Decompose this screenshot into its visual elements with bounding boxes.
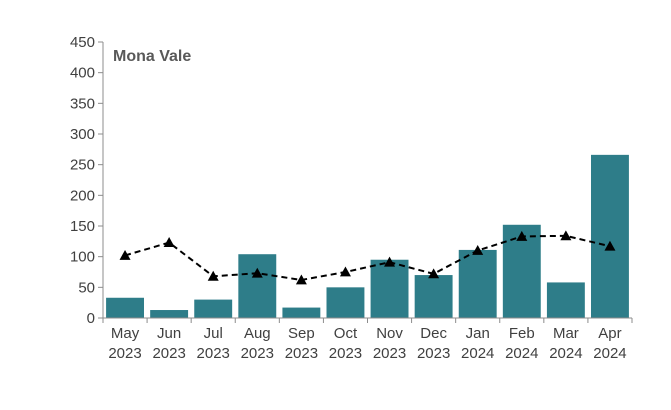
bar [106,297,144,318]
x-tick-label-month: May [111,325,140,342]
line-marker [119,249,131,260]
x-tick-label-month: Feb [509,325,535,342]
y-tick-label: 0 [87,310,95,327]
y-tick-label: 150 [70,218,95,235]
x-tick-label-year: 2023 [197,345,230,362]
x-tick-label-month: Aug [244,325,271,342]
bar [326,287,365,318]
bar [591,154,629,318]
x-axis: May 2023 Jun 2023 Jul 2023 Aug 2023 Sep 2023 Oct 20… [102,317,633,362]
line-marker [384,256,396,267]
x-tick-label-month: Jan [466,325,490,342]
x-tick-label-year: 2023 [417,345,450,362]
x-tick-label-month: Apr [598,325,621,342]
x-tick-label-year: 2024 [593,345,626,362]
chart-title: Mona Vale [113,48,191,65]
bar [238,254,277,318]
bar [194,299,233,318]
bar [150,310,189,318]
y-tick-label: 450 [70,34,95,51]
line-marker [428,268,440,279]
line-marker [604,240,616,251]
bar [546,282,585,318]
x-tick-label-year: 2024 [549,345,582,362]
y-tick-label: 350 [70,95,95,112]
y-tick-label: 200 [70,187,95,204]
x-tick-label-year: 2023 [329,345,362,362]
y-axis: 0 50 100 150 200 250 300 350 400 450 [70,34,104,327]
bar [282,307,321,318]
line-marker [251,267,263,278]
bar [458,249,497,318]
y-tick-label: 250 [70,157,95,174]
line-marker [472,245,484,255]
x-tick-label-month: Nov [376,325,403,342]
line-marker [207,270,219,281]
x-tick-label-month: Sep [288,325,315,342]
x-tick-label-year: 2024 [461,345,494,362]
line-marker [295,274,307,285]
x-tick-label-month: Mar [553,325,579,342]
line-marker [560,230,572,241]
line-series [119,230,616,285]
bar-series [106,154,629,318]
x-tick-label-year: 2023 [373,345,406,362]
line-marker [163,237,175,247]
x-tick-label-month: Jul [204,325,223,342]
x-tick-label-month: Jun [157,325,181,342]
x-tick-label-year: 2024 [505,345,538,362]
x-tick-label-month: Oct [334,325,358,342]
x-tick-label-year: 2023 [108,345,141,362]
line-path [124,234,611,281]
y-tick-label: 50 [78,279,95,296]
y-tick-label: 300 [70,126,95,143]
x-tick-label-year: 2023 [152,345,185,362]
bar [370,259,409,318]
line-marker [339,266,351,277]
line-marker [516,230,528,241]
x-tick-label-year: 2023 [241,345,274,362]
y-tick-label: 400 [70,65,95,82]
x-tick-label-month: Dec [420,325,447,342]
x-tick-label-year: 2023 [285,345,318,362]
y-tick-label: 100 [70,249,95,266]
bar [414,275,453,318]
